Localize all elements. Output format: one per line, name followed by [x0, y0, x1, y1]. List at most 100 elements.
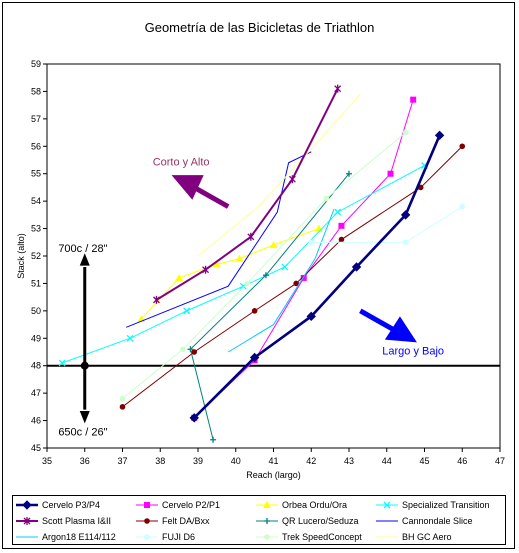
- x-tick-label: 44: [382, 456, 392, 466]
- data-point: [300, 274, 307, 281]
- arrow-head: [384, 316, 417, 343]
- annotation-largo-bajo: Largo y Bajo: [382, 346, 444, 358]
- data-point: [191, 349, 198, 355]
- legend-swatch-marker: [144, 518, 150, 524]
- data-point: [58, 359, 66, 367]
- x-tick-label: 39: [193, 456, 203, 466]
- annotation-corto-alto: Corto y Alto: [153, 156, 210, 168]
- legend-swatch: [136, 502, 158, 508]
- series-group: [58, 162, 428, 367]
- x-tick-label: 40: [231, 456, 241, 466]
- y-tick-label: 49: [31, 333, 41, 343]
- series-group: [119, 129, 409, 402]
- y-tick-label: 52: [31, 251, 41, 261]
- legend-swatch-marker: [263, 501, 271, 508]
- legend-swatch-marker: [264, 534, 270, 540]
- data-point: [187, 346, 194, 353]
- legend-swatch: [256, 501, 278, 508]
- data-point: [281, 263, 289, 271]
- legend-swatch-marker: [144, 534, 150, 540]
- data-point: [338, 222, 345, 229]
- data-point: [293, 280, 299, 287]
- size-arrow: [79, 253, 90, 424]
- data-point: [323, 195, 330, 202]
- legend-label: Cervelo P2/P1: [162, 500, 221, 510]
- legend-swatch-marker: [23, 517, 31, 525]
- data-point: [210, 436, 217, 443]
- legend-label: QR Lucero/Seduza: [282, 516, 359, 526]
- data-point: [180, 346, 186, 353]
- size-arrow-dot: [80, 361, 89, 370]
- series-line: [193, 134, 441, 419]
- data-point: [212, 260, 221, 268]
- y-tick-label: 47: [31, 388, 41, 398]
- legend-label: Cannondale Slice: [402, 516, 473, 526]
- data-point: [351, 262, 362, 272]
- legend-swatch: [376, 501, 398, 509]
- legend-swatch: [136, 518, 158, 524]
- data-point: [235, 254, 244, 262]
- series-line: [197, 93, 361, 257]
- x-tick-label: 38: [155, 456, 165, 466]
- x-tick-label: 43: [344, 456, 354, 466]
- y-tick-label: 53: [31, 224, 41, 234]
- data-point: [262, 272, 269, 279]
- legend-swatch-marker: [144, 502, 150, 508]
- data-point: [269, 241, 278, 249]
- annotation-650c: 650c / 26": [58, 427, 107, 439]
- data-point: [119, 395, 126, 402]
- y-tick-label: 59: [31, 59, 41, 69]
- data-point: [175, 273, 184, 281]
- data-point: [153, 295, 160, 304]
- data-point: [308, 239, 315, 246]
- legend-label: Cervelo P3/P4: [42, 500, 101, 510]
- arrow-corto-alto: [171, 175, 230, 209]
- y-tick-label: 58: [31, 86, 41, 96]
- data-point: [459, 143, 466, 150]
- legend-swatch: [16, 536, 38, 538]
- data-point: [402, 239, 409, 246]
- y-axis-label: Stack (alto): [16, 233, 26, 279]
- arrow-shaft: [359, 308, 396, 333]
- data-point: [387, 170, 394, 177]
- legend-label: Felt DA/Bxx: [162, 516, 210, 526]
- y-tick-label: 50: [31, 306, 41, 316]
- data-point: [183, 307, 191, 315]
- data-point: [410, 96, 417, 103]
- legend-swatch: [376, 520, 398, 522]
- series-group: [187, 170, 352, 443]
- legend-label: Orbea Ordu/Ora: [282, 500, 348, 510]
- series-line: [193, 99, 414, 419]
- series-group: [197, 93, 361, 257]
- data-point: [402, 129, 409, 136]
- x-tick-label: 36: [80, 456, 90, 466]
- legend-swatch-marker: [22, 500, 32, 510]
- data-point: [249, 352, 260, 363]
- series-group: [227, 209, 335, 353]
- plot-area: [46, 63, 501, 449]
- arrow-head: [171, 175, 204, 200]
- data-point: [126, 334, 134, 342]
- data-point: [338, 236, 345, 243]
- data-point: [434, 130, 445, 141]
- series-line: [141, 228, 319, 320]
- x-tick-label: 37: [117, 456, 127, 466]
- data-point: [247, 232, 255, 241]
- legend-swatch: [256, 534, 278, 540]
- legend-swatch: [136, 534, 158, 540]
- legend-label: Argon18 E114/112: [42, 532, 116, 542]
- y-tick-label: 45: [31, 443, 41, 453]
- data-point: [288, 175, 296, 184]
- legend-label: FUJI D6: [162, 532, 196, 542]
- data-point: [306, 311, 316, 322]
- legend-label: Trek SpeedConcept: [282, 532, 362, 542]
- chart-title: Geometría de las Bicicletas de Triathlon: [144, 20, 375, 35]
- legend-swatch: [256, 518, 278, 524]
- series-group: [153, 84, 342, 304]
- data-point: [334, 84, 342, 93]
- x-tick-label: 41: [268, 456, 278, 466]
- data-point: [400, 210, 411, 220]
- data-point: [251, 308, 258, 314]
- legend-label: Scott Plasma I&II: [42, 516, 112, 526]
- annotation-700c: 700c / 28": [58, 243, 107, 255]
